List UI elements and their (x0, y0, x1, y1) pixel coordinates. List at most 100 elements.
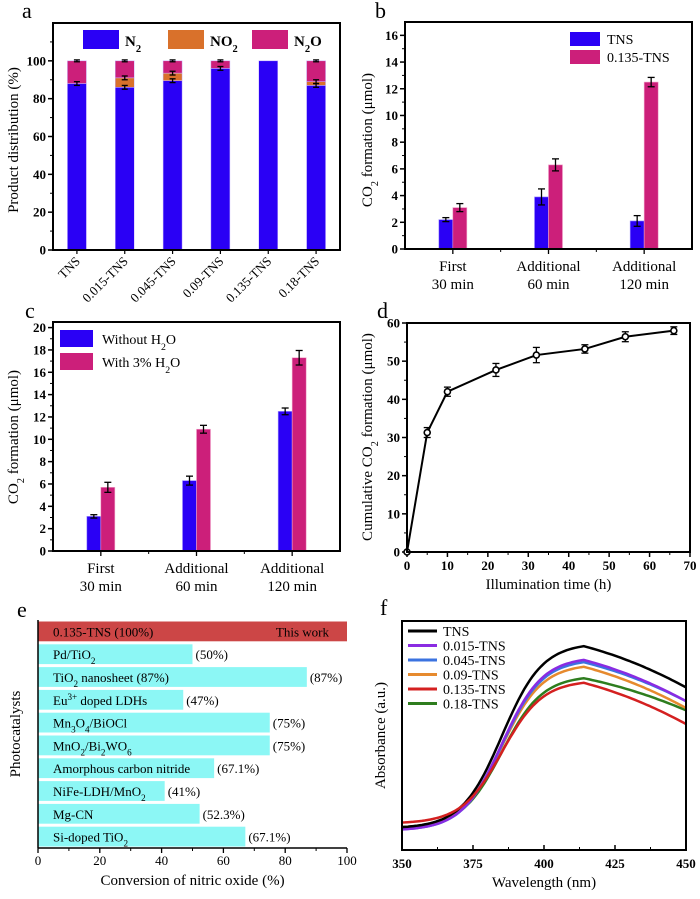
legend-label: 0.09-TNS (443, 669, 499, 684)
bar-without-h2o (86, 516, 102, 552)
bar-photocatalyst (38, 689, 184, 710)
y-tick-label: 0 (40, 243, 47, 258)
bar-annotation: This work (276, 624, 330, 639)
data-point (670, 326, 678, 335)
bar-N2O (67, 60, 87, 84)
bar-N2 (258, 60, 278, 251)
plot-frame (52, 321, 341, 552)
y-tick-label: 16 (33, 365, 47, 380)
x-tick-label-line1: Additional (260, 561, 324, 577)
x-axis-label: Wavelength (nm) (492, 875, 596, 891)
x-tick-label: 375 (463, 856, 483, 871)
panel-label: a (22, 0, 32, 23)
y-tick-label: 12 (33, 409, 46, 424)
series-line-tns (401, 644, 687, 829)
x-tick-label: 400 (534, 856, 554, 871)
y-axis-label: Product distribution (%) (6, 67, 22, 213)
y-tick-label: 4 (40, 499, 47, 514)
bar-photocatalyst (38, 781, 165, 801)
plot-frame (406, 322, 691, 553)
y-tick-label: 10 (385, 108, 398, 123)
data-point (532, 351, 541, 359)
x-tick-label: 30 (522, 558, 535, 573)
bar-label: Pd/TiO2 (53, 647, 96, 666)
panel-d: d 0 10 20 30 40 50 60 0 10 20 30 40 50 60 70 Illuminatio… (360, 298, 697, 593)
x-tick-label: 350 (392, 856, 412, 871)
x-tick-label: 20 (93, 853, 106, 868)
x-tick-label-line2: 60 min (527, 277, 570, 293)
legend-label: N2 (125, 34, 141, 55)
x-tick-label-line2: 30 min (80, 579, 123, 595)
bar-annotation: (87%) (310, 670, 343, 685)
y-tick-label: 4 (392, 188, 399, 203)
series-line-0.135-tns (401, 681, 687, 824)
y-tick-label: 2 (392, 215, 399, 230)
legend-label: 0.18-TNS (443, 698, 499, 713)
data-point (443, 387, 452, 396)
bar-label: NiFe-LDH/MnO2 (53, 784, 146, 803)
bar-without-h2o (182, 480, 197, 552)
legend-swatch (570, 50, 600, 64)
legend-swatch (570, 32, 600, 46)
bar-label: Eu3+ doped LDHs (53, 692, 147, 708)
y-tick-label: 100 (27, 53, 47, 68)
y-axis-label: CO2 formation (μmol) (360, 73, 381, 207)
bar-photocatalyst (38, 826, 246, 847)
bar-annotation: (41%) (168, 784, 201, 799)
y-tick-label: 60 (387, 316, 400, 331)
bar-photocatalyst (38, 712, 270, 733)
y-tick-label: 8 (40, 454, 47, 469)
y-tick-label: 0 (394, 545, 401, 560)
x-tick-label: 60 (217, 853, 230, 868)
bar-photocatalyst (38, 758, 215, 779)
bar-this-work (38, 621, 347, 642)
panel-f: f 350 375 400 425 450 TNS0.015-TNS0.045-TNS0.0… (373, 595, 696, 891)
series-line (406, 329, 674, 553)
y-tick-label: 12 (385, 81, 398, 96)
bar-annotation: (47%) (186, 693, 219, 708)
bar-label: 0.135-TNS (100%) (53, 624, 153, 639)
bar-N2 (115, 87, 135, 251)
x-axis-label: Illumination time (h) (486, 577, 612, 593)
bar-with-3-h2o (196, 428, 211, 552)
y-axis-label: Absorbance (a.u.) (373, 682, 389, 789)
legend-label: 0.135-TNS (607, 51, 670, 66)
x-tick-label-line1: First (439, 259, 467, 275)
y-tick-label: 16 (385, 28, 399, 43)
bar-0-135-tns (548, 164, 563, 250)
bar-photocatalyst (38, 644, 193, 665)
bar-N2O (115, 60, 135, 79)
y-tick-label: 30 (387, 430, 400, 445)
bar-with-3-h2o (291, 357, 307, 552)
bar-annotation: (67.1%) (248, 830, 290, 845)
y-tick-label: 2 (40, 521, 47, 536)
x-tick-label: 100 (337, 853, 357, 868)
x-tick-label: 50 (603, 558, 616, 573)
legend-label: 0.135-TNS (443, 683, 506, 698)
x-tick-label: 0 (404, 558, 411, 573)
x-axis-label: Conversion of nitric oxide (%) (100, 873, 284, 889)
x-tick-label: 70 (684, 558, 697, 573)
y-tick-label: 0 (392, 242, 399, 257)
legend-label: 0.015-TNS (443, 640, 506, 655)
legend-swatch (83, 30, 119, 49)
x-tick-label: 0.135-TNS (223, 254, 275, 306)
y-tick-label: 0 (40, 544, 47, 559)
y-tick-label: 40 (387, 392, 400, 407)
bar-tns (438, 219, 454, 250)
bar-label: Amorphous carbon nitride (53, 761, 190, 776)
legend-swatch (168, 30, 204, 49)
x-tick-label-line2: 120 min (267, 579, 317, 595)
y-tick-label: 6 (392, 161, 399, 176)
data-point (423, 428, 432, 437)
panel-label: d (377, 298, 388, 323)
bar-label: Mg-CN (53, 807, 94, 822)
bar-label: Si-doped TiO2 (53, 830, 128, 849)
x-tick-label: 425 (605, 856, 625, 871)
bar-label: TiO2 nanosheet (87%) (53, 670, 169, 689)
series-line-0.015-tns (401, 658, 687, 831)
bar-photocatalyst (38, 667, 307, 687)
x-tick-label-line1: Additional (612, 259, 676, 275)
panel-label: b (375, 0, 386, 23)
